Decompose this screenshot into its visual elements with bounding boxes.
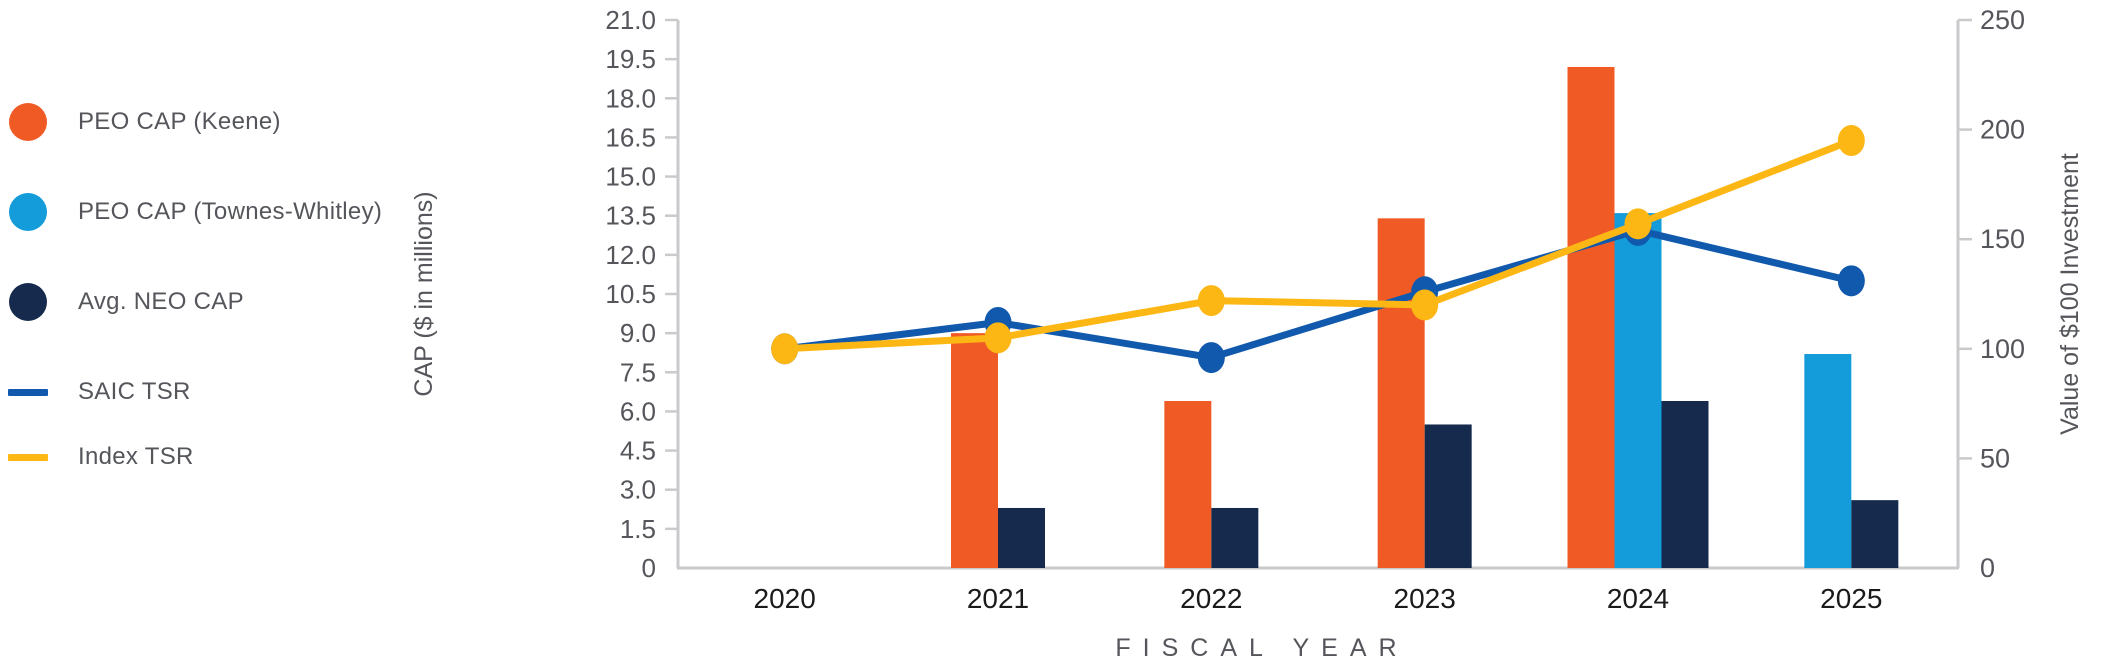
line-index-tsr (781, 137, 1855, 353)
left-axis-tick-label: 19.5 (605, 44, 656, 74)
point-index-tsr-2020 (771, 333, 799, 365)
legend-circle-swatch (8, 102, 48, 142)
legend-label: Index TSR (78, 443, 194, 470)
left-axis-tick-label: 15.0 (605, 162, 656, 192)
right-axis-tick-label: 250 (1980, 5, 2025, 35)
bar-avg-neo-cap-2021 (998, 507, 1045, 568)
left-axis-tick-label: 1.5 (620, 514, 656, 544)
x-axis-year-label-2020: 2020 (754, 583, 816, 614)
point-saic-tsr-2025 (1837, 265, 1865, 297)
legend-item-index-tsr: Index TSR (8, 437, 194, 477)
swatch-color (9, 103, 47, 141)
legend-item-saic-tsr: SAIC TSR (8, 372, 191, 412)
left-axis-tick-label: 4.5 (620, 436, 656, 466)
point-saic-tsr-2022 (1197, 342, 1225, 374)
legend-circle-swatch (8, 192, 48, 232)
legend-label: SAIC TSR (78, 378, 191, 405)
legend-item-avg-neo-cap: Avg. NEO CAP (8, 282, 244, 322)
swatch-color (9, 193, 47, 231)
x-axis-year-label-2021: 2021 (967, 583, 1029, 614)
left-axis-tick-label: 6.0 (620, 396, 656, 426)
legend-item-peo-cap-keene: PEO CAP (Keene) (8, 102, 281, 142)
point-index-tsr-2021 (984, 322, 1012, 354)
legend-line-swatch (8, 372, 48, 412)
swatch-color (8, 388, 48, 396)
x-axis-year-label-2023: 2023 (1394, 583, 1456, 614)
swatch-color (9, 283, 47, 321)
left-axis-tick-label: 18.0 (605, 83, 656, 113)
left-axis-tick-label: 13.5 (605, 201, 656, 231)
legend-label: PEO CAP (Townes-Whitley) (78, 198, 383, 225)
legend-label: PEO CAP (Keene) (78, 108, 281, 135)
left-axis-tick-label: 0 (642, 553, 656, 583)
right-axis-tick-label: 50 (1980, 443, 2010, 473)
point-index-tsr-2022 (1197, 285, 1225, 317)
bar-avg-neo-cap-2022 (1211, 507, 1259, 568)
left-axis-tick-label: 9.0 (620, 318, 656, 348)
left-axis-tick-label: 12.0 (605, 240, 656, 270)
bar-peo-cap-keene-2023 (1377, 218, 1425, 569)
left-axis-tick-label: 10.5 (605, 279, 656, 309)
point-index-tsr-2024 (1624, 208, 1652, 240)
line-saic-tsr (781, 226, 1855, 362)
bar-peo-cap-townes-whitley-2025 (1804, 354, 1852, 568)
right-axis-tick-label: 100 (1980, 334, 2025, 364)
bar-avg-neo-cap-2025 (1851, 500, 1899, 568)
bar-avg-neo-cap-2023 (1424, 424, 1472, 568)
legend-line-swatch (8, 437, 48, 477)
left-axis-tick-label: 16.5 (605, 122, 656, 152)
bar-avg-neo-cap-2024 (1661, 400, 1709, 568)
left-axis-title: CAP ($ in millions) (410, 191, 438, 396)
left-axis-tick-label: 3.0 (620, 475, 656, 505)
right-axis-tick-label: 200 (1980, 115, 2025, 145)
x-axis-title: FISCAL YEAR (1115, 634, 1408, 662)
left-axis-tick-label: 7.5 (620, 357, 656, 387)
point-index-tsr-2025 (1837, 125, 1865, 157)
x-axis-year-label-2024: 2024 (1607, 583, 1669, 614)
bar-peo-cap-keene-2022 (1164, 400, 1212, 568)
x-axis-year-label-2025: 2025 (1820, 583, 1882, 614)
right-axis-tick-label: 150 (1980, 224, 2025, 254)
right-axis-tick-label: 0 (1980, 553, 1995, 583)
legend-circle-swatch (8, 282, 48, 322)
point-index-tsr-2023 (1411, 289, 1439, 321)
legend-item-peo-cap-townes-whitley: PEO CAP (Townes-Whitley) (8, 192, 382, 232)
legend-label: Avg. NEO CAP (78, 288, 244, 315)
chart-legend: PEO CAP (Keene) PEO CAP (Townes-Whitley) A… (8, 0, 478, 672)
swatch-color (8, 453, 48, 461)
bar-peo-cap-keene-2024 (1567, 66, 1615, 568)
bar-peo-cap-townes-whitley-2024 (1614, 213, 1662, 568)
left-axis-tick-label: 21.0 (605, 5, 656, 35)
right-axis-title: Value of $100 Investment (2056, 153, 2084, 435)
bar-peo-cap-keene-2021 (951, 333, 998, 568)
x-axis-year-label-2022: 2022 (1180, 583, 1242, 614)
